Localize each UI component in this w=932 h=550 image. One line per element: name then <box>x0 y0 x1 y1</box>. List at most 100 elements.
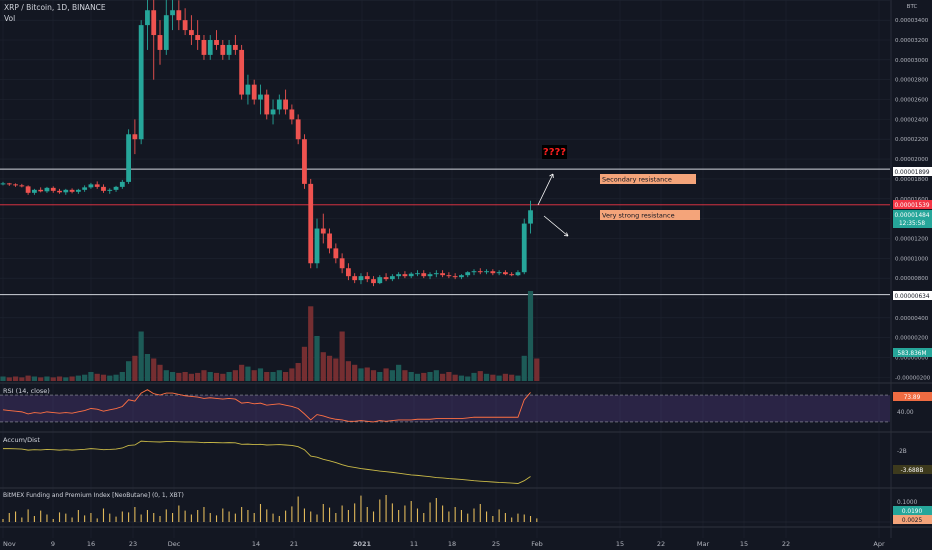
candle-body <box>528 210 533 224</box>
volume-bar <box>502 373 508 381</box>
candle-body <box>339 258 345 269</box>
volume-bar <box>176 372 182 381</box>
time-tick-label: 22 <box>657 540 665 548</box>
volume-bar <box>370 370 377 381</box>
time-axis[interactable]: Nov 9 16 23 Dec 14 21 2021 11 18 25 Feb 15 22 Mar 15 22 A… <box>3 540 885 548</box>
volume-bar <box>440 373 446 381</box>
candle-body <box>446 275 452 277</box>
volume-bar <box>144 354 151 381</box>
candle-body <box>308 183 314 264</box>
price-tick-label: 0.00003200 <box>895 38 929 44</box>
rsi-tick: 40.00 <box>897 410 914 416</box>
volume-bar <box>126 361 132 381</box>
candle-body <box>32 189 37 193</box>
question-annotation[interactable]: ???? <box>543 147 566 158</box>
volume-bar <box>308 306 314 381</box>
price-tick-label: 0.00002800 <box>895 78 929 84</box>
secondary-resistance-label[interactable]: Secondary resistance <box>602 176 672 184</box>
volume-value-badge <box>893 348 932 357</box>
rsi-pane <box>0 389 890 423</box>
accum-dist-pane <box>3 440 531 484</box>
candle-body <box>132 134 138 140</box>
candle-body <box>415 273 420 275</box>
price-tick-label: 0.00001200 <box>895 236 929 242</box>
time-tick-label: 9 <box>51 540 55 548</box>
price-tick-label: 0.00001800 <box>895 177 929 183</box>
grid <box>0 0 890 538</box>
volume-bar <box>377 372 383 381</box>
rsi-label[interactable]: RSI (14, close) <box>3 387 50 395</box>
volume-bar <box>182 372 188 381</box>
candle-body <box>19 185 25 187</box>
pane-dividers <box>0 0 932 538</box>
accum-label[interactable]: Accum/Dist <box>3 436 40 444</box>
candle-body <box>283 99 288 110</box>
volume-bar <box>509 374 515 381</box>
volume-value: 583.836M <box>898 351 927 357</box>
candle-body <box>69 189 75 192</box>
candle-body <box>101 186 106 191</box>
volume-bar <box>113 374 119 381</box>
volume-bar <box>477 371 483 381</box>
candle-body <box>333 248 339 259</box>
price-tick-label: 0.00000400 <box>895 316 929 322</box>
time-tick-label: Nov <box>3 540 16 548</box>
up-arrow-line <box>537 173 554 206</box>
volume-bar <box>251 370 257 381</box>
candle-body <box>94 184 100 187</box>
accum-value: -3.688B <box>901 468 924 474</box>
price-tick-label: 0.00002200 <box>895 137 929 143</box>
volume-bar <box>301 346 308 381</box>
candle-body <box>465 272 471 276</box>
bitmex-label[interactable]: BitMEX Funding and Premium Index [NeoBut… <box>3 492 184 499</box>
candle-body <box>377 277 383 284</box>
volume-bar <box>239 364 245 381</box>
volume-bar <box>458 375 465 381</box>
time-tick-label: 16 <box>87 540 95 548</box>
volume-bar <box>201 370 207 381</box>
volume-bar <box>31 376 37 381</box>
horizontal-levels <box>0 168 890 296</box>
volume-bar <box>421 372 427 381</box>
candle-body <box>214 40 219 45</box>
volume-bar <box>119 372 125 381</box>
price-tick-label: 0.00002400 <box>895 117 929 123</box>
symbol-title[interactable]: XRP / Bitcoin, 1D, BINANCE <box>4 3 106 12</box>
secondary-level-value: 0.00001899 <box>894 170 929 176</box>
candle-body <box>151 10 157 36</box>
candle-body <box>251 84 257 100</box>
price-tick-label: 0.00001600 <box>895 197 929 203</box>
candle-body <box>157 35 163 50</box>
candle-body <box>63 189 69 193</box>
support-level-badge <box>893 291 932 300</box>
volume-bar <box>333 358 339 381</box>
candle-body <box>503 272 508 275</box>
candle-body <box>25 186 31 193</box>
candle-body <box>383 277 389 280</box>
volume-bar <box>75 375 81 381</box>
candle-body <box>352 276 358 281</box>
last-price-badge <box>893 210 932 228</box>
candle-body <box>471 271 477 273</box>
candle-body <box>320 228 326 234</box>
volume-bar <box>100 374 107 381</box>
volume-bar <box>427 372 433 381</box>
candle-body <box>13 184 18 186</box>
candle-body <box>75 189 81 192</box>
volume-bar <box>50 377 56 381</box>
candle-body <box>295 119 301 140</box>
rsi-band <box>0 395 890 422</box>
candle-body <box>314 228 320 264</box>
price-tick-label: 0.00000000 <box>895 356 929 362</box>
candle-body <box>459 275 464 278</box>
volume-bar <box>88 372 94 381</box>
candle-body <box>195 35 201 41</box>
price-tick-label: 0.00000200 <box>895 336 929 342</box>
volume-bar <box>408 372 414 381</box>
volume-bar <box>326 355 333 381</box>
candle-body <box>201 40 207 55</box>
time-tick-label: 2021 <box>353 540 372 548</box>
volume-bar <box>163 370 169 381</box>
very-strong-resistance-label[interactable]: Very strong resistance <box>602 212 675 220</box>
